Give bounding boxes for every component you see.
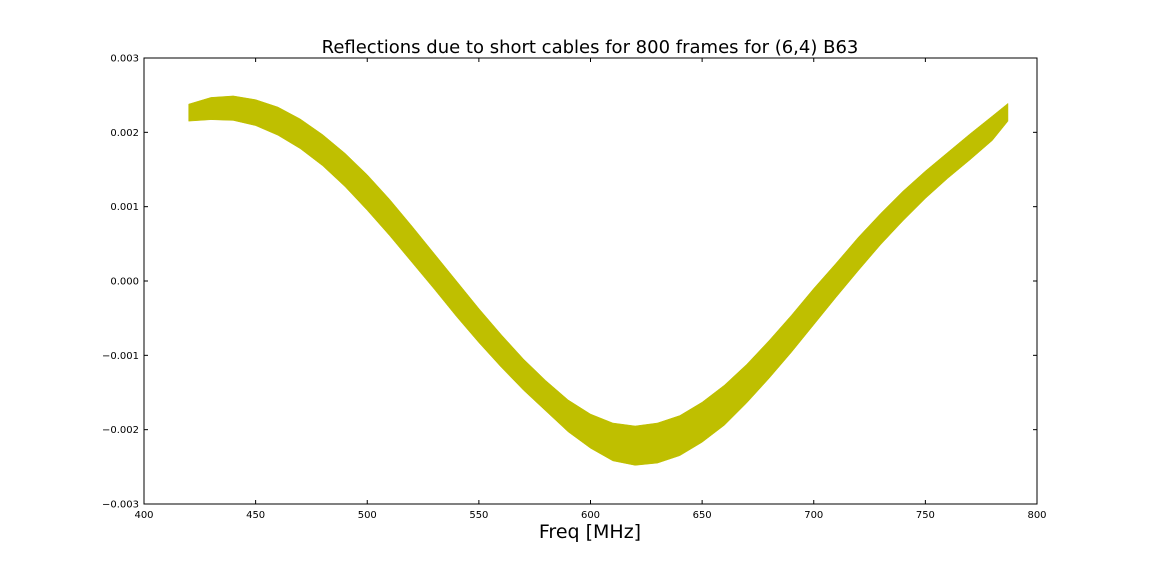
x-tick-label: 500 — [358, 510, 377, 521]
x-tick-label: 650 — [693, 510, 712, 521]
y-tick-label: 0.000 — [110, 277, 139, 288]
y-tick-label: 0.002 — [110, 128, 139, 139]
y-tick-label: 0.003 — [110, 54, 139, 65]
y-tick-label: −0.003 — [102, 500, 139, 511]
x-tick-label: 750 — [916, 510, 935, 521]
chart-title: Reflections due to short cables for 800 … — [322, 37, 859, 58]
plot-area — [188, 95, 1009, 466]
y-tick-label: −0.002 — [102, 425, 139, 436]
y-tick-label: 0.001 — [110, 202, 139, 213]
series-band-0 — [188, 95, 1009, 466]
x-axis-label: Freq [MHz] — [539, 521, 641, 543]
x-tick-label: 400 — [134, 510, 153, 521]
y-tick-label: −0.001 — [102, 351, 139, 362]
x-tick-label: 800 — [1027, 510, 1046, 521]
axis-ticks: 400 450 500 550 600 650 700 750 800 −0.003 −0.002 −… — [102, 54, 1047, 522]
x-tick-label: 700 — [804, 510, 823, 521]
x-tick-label: 600 — [581, 510, 600, 521]
x-tick-label: 550 — [469, 510, 488, 521]
x-tick-label: 450 — [246, 510, 265, 521]
